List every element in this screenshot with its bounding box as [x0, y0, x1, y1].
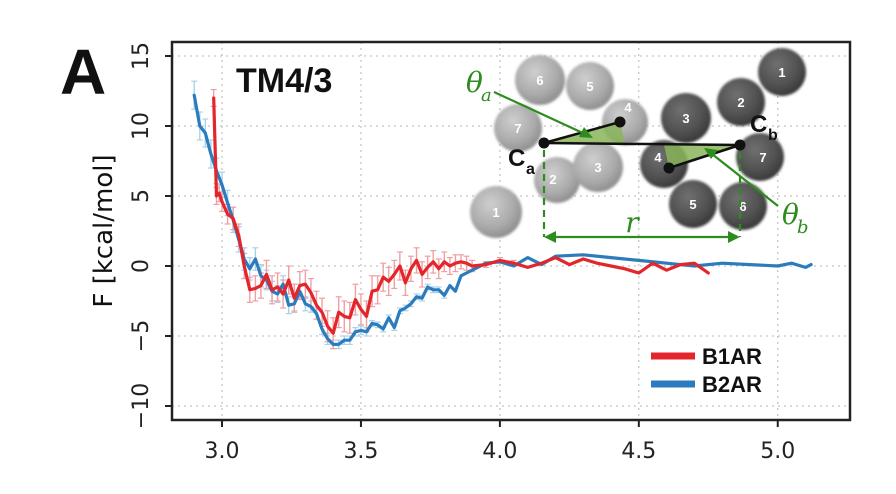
theta-b-label: θ — [782, 198, 799, 231]
y-tick-label: −5 — [129, 320, 154, 352]
x-tick-label: 3.0 — [205, 439, 240, 464]
y-tick-label: 0 — [129, 259, 154, 273]
right-helix-2-label: 2 — [737, 95, 744, 110]
theta-a-label-sub: a — [481, 85, 492, 106]
ca-cb-line — [543, 141, 741, 147]
right-helix-5-label: 5 — [689, 197, 696, 212]
theta-a-pointer — [493, 91, 586, 135]
theta-b-pointer — [711, 153, 779, 207]
theta-a-label: θ — [466, 66, 483, 99]
x-tick-label: 5.0 — [760, 439, 795, 464]
b1ar-series-line — [212, 96, 710, 335]
cb-point — [734, 139, 746, 151]
helix4a-point — [614, 116, 626, 128]
left-helix-5-label: 5 — [586, 79, 593, 94]
cb-label: C — [750, 111, 767, 138]
legend-label-b1ar: B1AR — [702, 344, 762, 369]
ca-point — [538, 137, 550, 149]
panel-title: TM4/3 — [236, 62, 332, 100]
left-helix-6-label: 6 — [536, 73, 543, 88]
legend-label-b2ar: B2AR — [702, 372, 762, 397]
helix4b-point — [663, 162, 675, 174]
left-helix-3-label: 3 — [594, 160, 601, 175]
x-tick-label: 4.5 — [621, 439, 656, 464]
y-tick-label: 10 — [129, 112, 154, 140]
legend: B1AR B2AR — [651, 344, 762, 397]
r-label: r — [625, 206, 640, 239]
y-tick-label: 5 — [129, 189, 154, 203]
left-helix-1-label: 1 — [492, 205, 499, 220]
series-lines — [192, 93, 813, 346]
y-tick-label: −10 — [129, 383, 154, 429]
helix-inset: 6 5 7 4 2 3 1 1 2 3 4 7 5 6 C a C b θ a … — [466, 48, 809, 243]
plot-frame — [170, 40, 852, 422]
cb-label-sub: b — [768, 127, 778, 144]
r-arrowhead-right — [728, 231, 740, 243]
left-helix-bundle — [470, 55, 623, 238]
right-helix-6-label: 6 — [739, 199, 746, 214]
y-tick-label: 15 — [129, 42, 154, 70]
theta-a-arrowhead — [579, 127, 593, 138]
right-helix-7-label: 7 — [759, 150, 766, 165]
left-helix-4-label: 4 — [624, 100, 632, 115]
right-helix-bundle — [661, 48, 806, 230]
ca-label: C — [508, 145, 525, 172]
panel-letter: A — [60, 36, 106, 108]
right-helix-3-label: 3 — [682, 111, 689, 126]
x-tick-label: 3.5 — [343, 439, 378, 464]
r-arrowhead-left — [544, 231, 556, 243]
right-helix-4-label: 4 — [654, 150, 662, 165]
right-helix-1-label: 1 — [778, 65, 785, 80]
theta-b-arrowhead — [704, 148, 718, 159]
left-helix-2-label: 2 — [549, 172, 556, 187]
left-helix-7-label: 7 — [514, 121, 521, 136]
y-axis-label: F [kcal/mol] — [89, 154, 119, 307]
ca-label-sub: a — [526, 161, 535, 178]
x-tick-label: 4.0 — [482, 439, 517, 464]
cb-helix4-line — [668, 143, 741, 170]
theta-b-label-sub: b — [797, 217, 809, 238]
